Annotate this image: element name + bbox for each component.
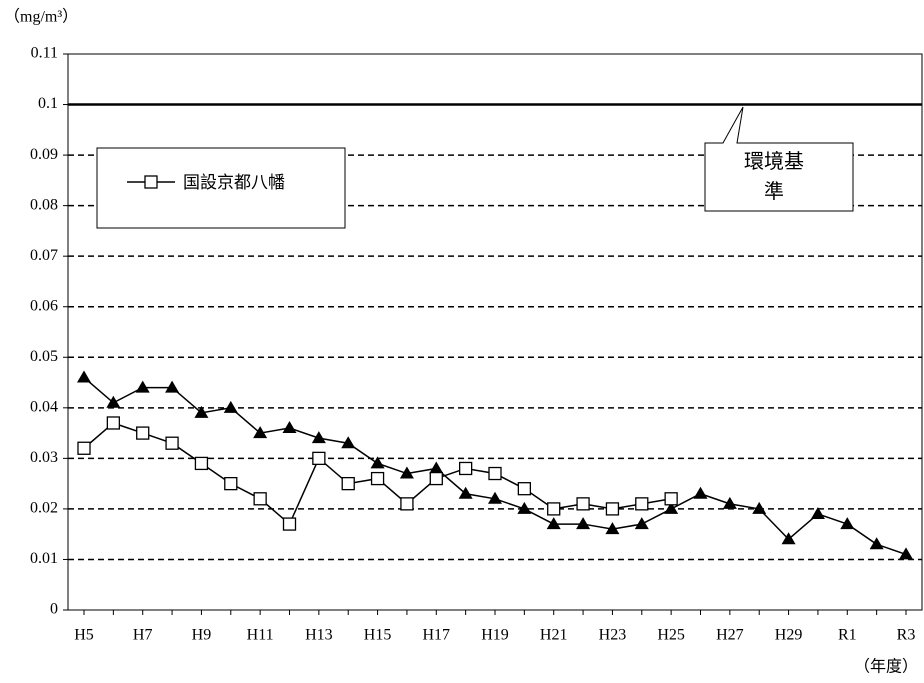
x-tick-label: R3 [897, 627, 916, 644]
point [547, 502, 561, 516]
point [165, 436, 179, 450]
y-tick-label: 0.03 [30, 449, 58, 466]
plot-frame [67, 53, 923, 611]
point [136, 426, 150, 440]
x-tick-label: H5 [74, 627, 94, 644]
y-tick-label: 0.05 [30, 348, 58, 365]
y-tick-label: 0.1 [38, 95, 58, 112]
point [517, 482, 532, 496]
point [370, 471, 385, 486]
point [194, 405, 209, 418]
y-tick-label: 0.02 [30, 500, 58, 517]
point [253, 426, 268, 439]
y-tick-label: 0.06 [30, 297, 58, 314]
y-tick-label: 0.11 [31, 45, 58, 62]
point [605, 522, 620, 535]
point [194, 456, 209, 471]
point [312, 451, 326, 466]
point [693, 486, 708, 499]
point [458, 486, 473, 499]
y-tick-label: 0 [50, 601, 58, 618]
point [429, 471, 443, 486]
point [282, 421, 297, 434]
x-tick-label: H25 [657, 627, 685, 644]
legend-label: 国設京都八幡 [183, 173, 285, 193]
x-tick-label: H11 [247, 627, 274, 644]
x-tick-label: H19 [481, 627, 509, 644]
annotation-callout [704, 106, 854, 212]
y-tick-label: 0.01 [30, 550, 58, 567]
y-tick-label: 0.04 [30, 398, 58, 415]
y-axis-label: （mg/m³） [4, 8, 78, 26]
point [282, 517, 297, 531]
point [341, 436, 356, 449]
point [634, 517, 649, 530]
y-tick-label: 0.09 [30, 146, 58, 163]
point [840, 517, 855, 530]
x-tick-label: H13 [305, 627, 333, 644]
point [400, 497, 414, 511]
point [429, 461, 444, 474]
x-tick-label: H15 [364, 627, 392, 644]
point [488, 491, 502, 504]
point [781, 532, 796, 545]
point [106, 416, 121, 430]
point [664, 492, 678, 506]
point [458, 461, 473, 476]
y-tick-label: 0.08 [30, 196, 58, 213]
point [253, 492, 267, 506]
point [77, 441, 91, 455]
point [341, 476, 355, 491]
point [576, 517, 591, 530]
point [664, 501, 679, 514]
point [605, 502, 620, 516]
x-tick-label: H29 [775, 627, 803, 644]
point [77, 370, 91, 383]
legend-marker [144, 175, 158, 189]
point [635, 497, 649, 511]
point [752, 501, 767, 514]
point [106, 395, 121, 408]
point [399, 466, 414, 479]
x-tick-label: H21 [540, 627, 568, 644]
legend-box [96, 147, 346, 229]
point [165, 380, 180, 393]
point [135, 380, 150, 393]
x-tick-label: H27 [716, 627, 744, 644]
point [311, 431, 326, 444]
point [810, 506, 825, 519]
x-tick-label: H9 [192, 627, 212, 644]
point [370, 456, 385, 469]
point [899, 547, 913, 560]
point [224, 476, 238, 491]
x-tick-label: H17 [423, 627, 451, 644]
point [546, 517, 561, 530]
x-tick-label: R1 [838, 627, 857, 644]
point [223, 400, 238, 413]
point [722, 496, 737, 509]
point [576, 497, 590, 511]
x-tick-label: H7 [133, 627, 153, 644]
point [517, 501, 532, 514]
x-tick-label: H23 [599, 627, 627, 644]
y-tick-label: 0.07 [30, 247, 58, 264]
x-axis-label: （年度） [854, 658, 918, 676]
point [869, 537, 884, 550]
annotation-text: 環境基準 [744, 149, 804, 203]
point [488, 466, 502, 481]
